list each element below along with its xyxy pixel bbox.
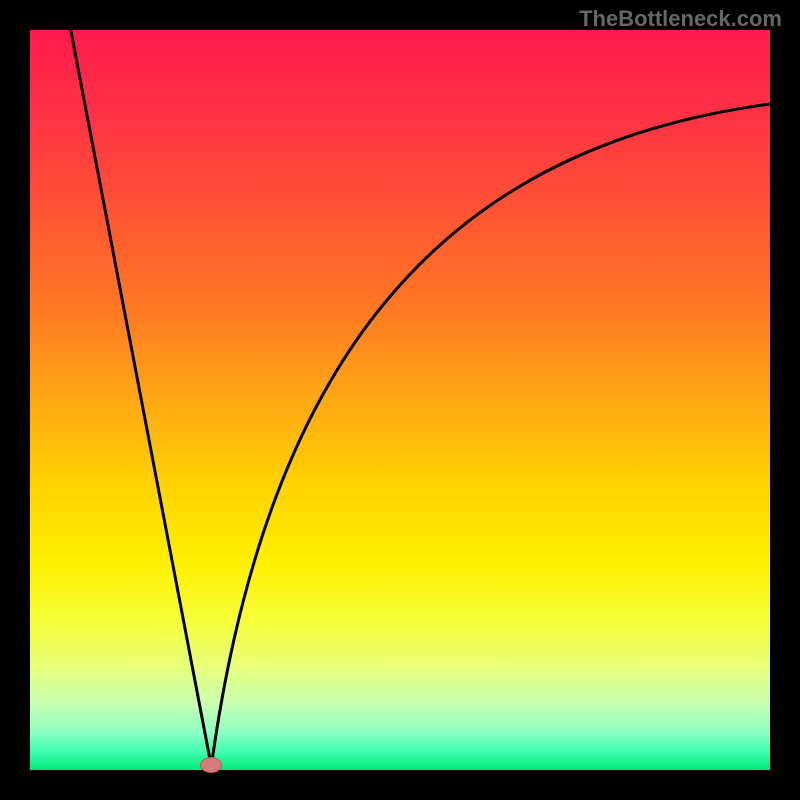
chart-container: TheBottleneck.com	[0, 0, 800, 800]
bottleneck-curve	[30, 30, 770, 770]
optimum-marker	[200, 757, 222, 773]
plot-area	[30, 30, 770, 770]
curve-path	[71, 30, 770, 766]
watermark-text: TheBottleneck.com	[579, 6, 782, 32]
